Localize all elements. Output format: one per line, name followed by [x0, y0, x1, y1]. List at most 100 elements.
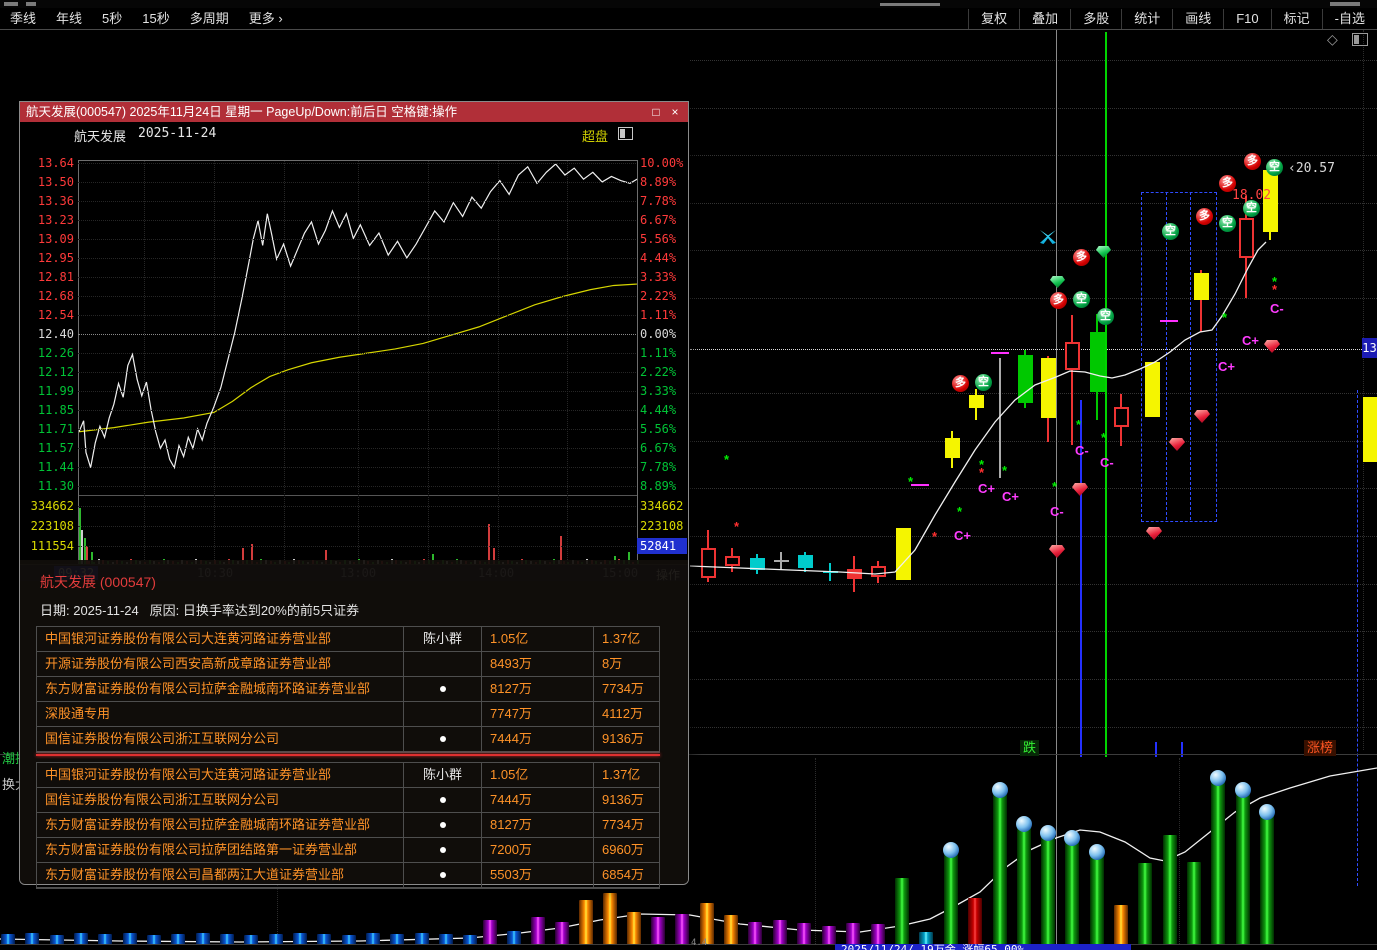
toolbar-item-季线[interactable]: 季线 — [10, 10, 37, 26]
axis-grid-row — [78, 429, 636, 430]
trader-dot — [439, 822, 446, 828]
time-gridline — [497, 161, 499, 564]
buy-amount-cell: 1.05亿 — [481, 627, 593, 651]
popup-titlebar[interactable]: 航天发展(000547) 2025年11月24日 星期一 PageUp/Down… — [20, 102, 688, 122]
close-icon[interactable]: × — [671, 105, 679, 119]
titlebar-fragment — [26, 2, 36, 6]
sell-amount-cell: 9136万 — [593, 727, 661, 751]
buyer-row[interactable]: 东方财富证券股份有限公司拉萨金融城南环路证券营业部 8127万 7734万 — [37, 677, 659, 702]
signal-label: C- — [1270, 301, 1284, 316]
axis-grid-row — [78, 334, 636, 335]
panel-toggle-icon[interactable] — [618, 127, 633, 140]
intraday-volume-spike — [432, 554, 435, 564]
toolbar-item-多股[interactable]: 多股 — [1070, 8, 1121, 29]
volume-bar — [700, 903, 714, 944]
trader-cell — [403, 702, 481, 726]
volume-bar — [846, 923, 860, 944]
trader-dot — [439, 847, 446, 853]
gridline-horizontal — [690, 679, 1377, 680]
seller-row[interactable]: 东方财富证券股份有限公司昌都两江大道证券营业部 5503万 6854万 — [37, 863, 659, 888]
volume-bar — [1065, 838, 1079, 944]
price-axis-label: 11.30 — [37, 479, 74, 493]
maximize-icon[interactable]: □ — [652, 105, 660, 119]
popup-title-text: 航天发展(000547) 2025年11月24日 星期一 PageUp/Down… — [26, 105, 458, 119]
gridline-vertical — [815, 758, 816, 944]
broker-name-cell: 深股通专用 — [45, 706, 111, 721]
volume-axis-label: 223108 — [640, 519, 684, 533]
percent-axis-label: 8.89% — [640, 175, 677, 189]
intraday-chart-panel: 航天发展 2025-11-24 超盘 13.64 13.50 13.36 13.23 1… — [20, 122, 688, 582]
seller-row[interactable]: 国信证券股份有限公司浙江互联网分公司 7444万 9136万 — [37, 788, 659, 813]
volume-bar — [220, 934, 234, 944]
sell-amount-cell: 4112万 — [593, 702, 661, 726]
volume-bar — [1041, 833, 1055, 944]
trader-cell: 陈小群 — [403, 763, 481, 787]
panel-toggle-fill — [1354, 35, 1359, 44]
gridline-vertical — [1363, 30, 1364, 750]
toolbar-item-年线[interactable]: 年线 — [56, 10, 83, 26]
gridline-horizontal — [690, 393, 1377, 394]
buyer-row[interactable]: 国信证券股份有限公司浙江互联网分公司 7444万 9136万 — [37, 727, 659, 752]
status-bar: 2025/11/24/ 19万余 涨幅65.00% — [835, 944, 1131, 950]
toolbar-item-统计[interactable]: 统计 — [1121, 8, 1172, 29]
seller-row[interactable]: 东方财富证券股份有限公司拉萨金融城南环路证券营业部 8127万 7734万 — [37, 813, 659, 838]
event-line-blue — [1080, 400, 1082, 757]
intraday-volume-spike — [325, 550, 328, 564]
asterisk-marker: * — [979, 465, 985, 480]
toolbar-item-复权[interactable]: 复权 — [968, 8, 1019, 29]
toolbar-item-更多 ›[interactable]: 更多 › — [248, 10, 283, 26]
mode-button[interactable]: 超盘 — [582, 129, 609, 144]
toolbar-item-叠加[interactable]: 叠加 — [1019, 8, 1070, 29]
asterisk-marker: * — [1052, 479, 1058, 494]
toolbar-item-15秒[interactable]: 15秒 — [142, 10, 170, 26]
signal-label: C- — [1050, 504, 1064, 519]
axis-grid-row — [78, 506, 636, 507]
toolbar-item-F10[interactable]: F10 — [1223, 8, 1270, 29]
price-level-line — [690, 349, 1362, 350]
sphere-icon — [943, 842, 959, 858]
asterisk-marker: * — [957, 504, 963, 519]
toolbar-item-5秒[interactable]: 5秒 — [102, 10, 123, 26]
percent-axis-label: 1.11% — [640, 346, 677, 360]
toolbar-item-标记[interactable]: 标记 — [1270, 8, 1322, 29]
stock-detail-window: 航天发展(000547) 2025年11月24日 星期一 PageUp/Down… — [20, 102, 688, 889]
butterfly-icon — [1040, 230, 1056, 244]
price-axis-label: 12.12 — [37, 365, 74, 379]
candle-body — [1263, 170, 1278, 232]
volume-bar — [797, 923, 811, 944]
asterisk-marker: * — [1272, 282, 1278, 297]
percent-axis-label: 3.33% — [640, 270, 677, 284]
volume-bar — [123, 933, 137, 944]
gridline-horizontal — [690, 631, 1377, 632]
buyer-row[interactable]: 中国银河证券股份有限公司大连黄河路证券营业部 陈小群 1.05亿 1.37亿 — [37, 627, 659, 652]
buyer-row[interactable]: 深股通专用 7747万 4112万 — [37, 702, 659, 727]
titlebar-fragment — [4, 2, 18, 6]
toolbar-item-多周期[interactable]: 多周期 — [189, 10, 229, 26]
volume-bar — [968, 898, 982, 944]
percent-axis-label: 2.22% — [640, 365, 677, 379]
buyer-row[interactable]: 开源证券股份有限公司西安高新成章路证券营业部 8493万 8万 — [37, 652, 659, 677]
diamond-icon[interactable]: ◇ — [1327, 31, 1338, 47]
seller-row[interactable]: 中国银河证券股份有限公司大连黄河路证券营业部 陈小群 1.05亿 1.37亿 — [37, 763, 659, 788]
axis-grid-row — [78, 258, 636, 259]
price-axis-label: 13.50 — [37, 175, 74, 189]
selection-box-divider — [1190, 192, 1191, 520]
trader-dot — [439, 797, 446, 803]
axis-line — [0, 944, 1377, 945]
broker-name-cell: 国信证券股份有限公司浙江互联网分公司 — [45, 792, 280, 807]
volume-bar — [1114, 905, 1128, 944]
gridline-horizontal — [690, 250, 1377, 251]
gridline-vertical — [1179, 758, 1180, 944]
panel-toggle-icon[interactable] — [1352, 33, 1368, 46]
toolbar-item--自选[interactable]: -自选 — [1321, 8, 1377, 29]
toolbar-item-画线[interactable]: 画线 — [1172, 8, 1223, 29]
short-signal-badge: 空 — [1097, 308, 1114, 325]
selection-box-divider — [1166, 192, 1167, 520]
axis-min-label: 4.4 — [691, 938, 708, 948]
volume-axis-label: 111554 — [30, 539, 74, 553]
axis-grid-row — [78, 486, 636, 487]
volume-bar — [74, 933, 88, 944]
seller-row[interactable]: 东方财富证券股份有限公司拉萨团结路第一证券营业部 7200万 6960万 — [37, 838, 659, 863]
price-axis-label: 13.64 — [37, 156, 74, 170]
pane-divider — [0, 754, 1377, 755]
